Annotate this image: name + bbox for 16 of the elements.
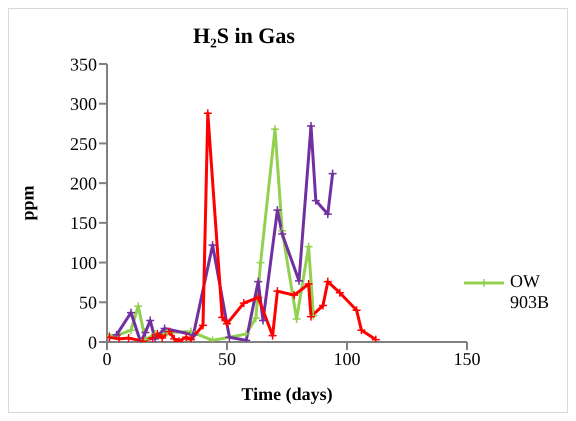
legend-label: OW 903B — [510, 271, 550, 313]
y-tick-label: 0 — [88, 332, 97, 352]
y-tick-label: 200 — [70, 174, 97, 194]
x-tick-label: 150 — [454, 348, 480, 369]
x-tick-label: 0 — [102, 348, 112, 369]
y-tick-label: 250 — [70, 134, 97, 154]
y-tick-label: 300 — [70, 94, 97, 114]
y-tick-label: 100 — [70, 252, 97, 273]
y-tick-label: 50 — [79, 292, 97, 313]
x-tick-label: 100 — [334, 348, 360, 369]
y-tick-label: 350 — [70, 54, 97, 74]
x-axis-title: Time (days) — [241, 384, 333, 404]
x-tick-label: 50 — [218, 348, 236, 369]
y-axis-title: ppm — [17, 185, 38, 221]
y-tick-label: 150 — [70, 213, 97, 234]
chart-title: H₂S in Gas — [192, 23, 296, 49]
